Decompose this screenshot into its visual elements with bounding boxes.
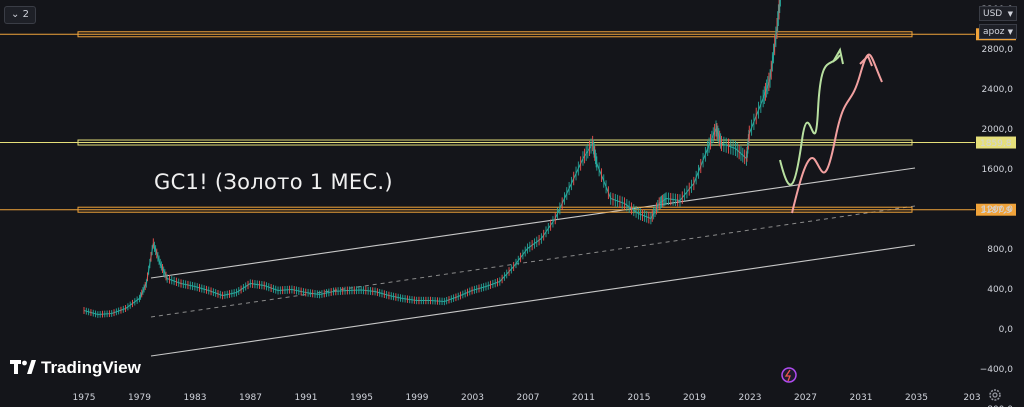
time-axis-tick: 1995 (350, 393, 373, 403)
lightning-icon (784, 369, 791, 382)
price-axis-tick: 2800,0 (982, 45, 1014, 55)
projection-arrow-pink (791, 53, 883, 214)
price-axis-tick: 1600,0 (982, 165, 1014, 175)
projection-arrow-green (779, 54, 841, 186)
level-badge-bg (976, 136, 1016, 149)
collapse-indicators-button[interactable]: ⌄ 2 (4, 6, 36, 24)
indicator-count: 2 (22, 9, 29, 20)
price-axis-tick: 800,0 (987, 245, 1013, 255)
level-badge-label: 1187,9 (980, 206, 1012, 216)
chevron-down-icon: ▼ (1007, 28, 1013, 36)
tradingview-logo-icon (10, 360, 36, 376)
price-axis-tick: 0,0 (999, 325, 1014, 335)
time-axis-tick: 2003 (461, 393, 484, 403)
time-axis-tick: 2023 (739, 393, 762, 403)
price-axis-tick: −800,0 (980, 405, 1014, 407)
time-axis-tick: 2027 (794, 393, 817, 403)
chart-title: GC1! (Золото 1 МЕС.) (154, 170, 393, 194)
level-zone-rect (77, 31, 913, 38)
unit-select[interactable]: арoz ▼ (979, 24, 1017, 39)
level-badge-label: 1859,8 (980, 139, 1012, 149)
time-axis-tick: 2019 (683, 393, 706, 403)
time-axis-tick: 1991 (295, 393, 318, 403)
price-axis-tick: 2000,0 (982, 125, 1014, 135)
channel-upper-line (150, 167, 916, 279)
currency-select[interactable]: USD ▼ (979, 6, 1017, 21)
price-axis-tick: 1200,0 (982, 205, 1014, 215)
time-axis-tick: 1975 (73, 393, 96, 403)
time-axis-tick: 203 (963, 393, 980, 403)
price-axis-tick: 2400,0 (982, 85, 1014, 95)
event-marker-icon (781, 367, 797, 383)
currency-label: USD (983, 9, 1003, 19)
level-price-badge: 1859,8 (976, 136, 1016, 149)
price-axis-tick: 400,0 (987, 285, 1013, 295)
level-price-badge: 1187,9 (976, 203, 1016, 216)
tradingview-wordmark: TradingView (41, 358, 141, 377)
arrowhead-green (832, 47, 844, 65)
time-axis-tick: 1979 (128, 393, 151, 403)
time-axis-tick: 2031 (850, 393, 873, 403)
price-axis-tick: −400,0 (980, 365, 1014, 375)
level-badge-bg (976, 203, 1016, 216)
time-axis-tick: 1983 (184, 393, 207, 403)
time-axis-tick: 1987 (239, 393, 262, 403)
time-axis-tick: 2011 (572, 393, 595, 403)
time-axis-tick: 1999 (406, 393, 429, 403)
level-zone-rect (77, 139, 913, 146)
tradingview-logo[interactable]: TradingView (10, 358, 141, 378)
channel-lower-line (150, 244, 916, 357)
unit-label: арoz (983, 27, 1005, 37)
arrowhead-pink (859, 54, 873, 67)
level-zone-rect (77, 206, 913, 213)
time-axis-tick: 2035 (905, 393, 928, 403)
time-axis-tick: 2015 (628, 393, 651, 403)
chevron-down-icon: ⌄ (11, 9, 23, 20)
chevron-down-icon: ▼ (1007, 10, 1013, 18)
channel-mid-line (150, 205, 916, 318)
settings-gear-icon[interactable] (988, 388, 1002, 402)
price-series-line (83, 0, 781, 316)
time-axis-tick: 2007 (517, 393, 540, 403)
